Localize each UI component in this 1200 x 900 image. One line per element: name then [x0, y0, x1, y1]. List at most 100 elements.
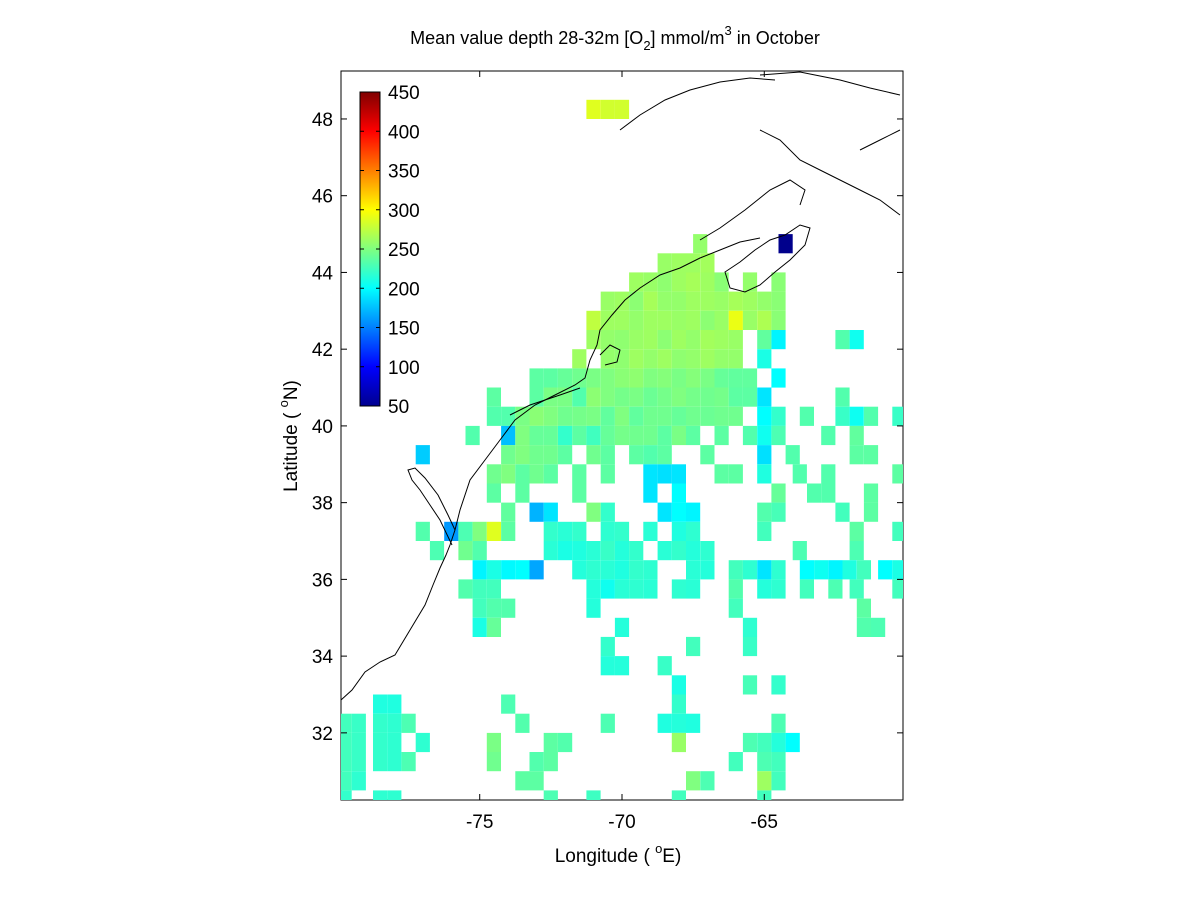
heatmap-cell	[586, 425, 601, 446]
heatmap-cell	[614, 330, 630, 350]
heatmap-cell	[458, 541, 473, 561]
heatmap-cell	[686, 406, 701, 426]
heatmap-cell	[757, 752, 772, 772]
heatmap-cell	[529, 752, 544, 772]
colorbar: 50 100 150 200 250 300 350 400 450	[359, 83, 420, 418]
heatmap-cell	[586, 368, 601, 388]
x-axis-label: Longitude ( oE)	[555, 841, 682, 867]
heatmap-cell	[387, 752, 402, 772]
heatmap-cell	[586, 560, 601, 580]
heatmap-cell	[486, 732, 501, 753]
heatmap-cell	[629, 349, 644, 369]
heatmap-cell	[572, 387, 587, 407]
heatmap-cell	[771, 752, 786, 772]
colorbar-tick-label: 450	[388, 83, 420, 104]
heatmap-cell	[700, 560, 715, 580]
heatmap-cell	[600, 330, 615, 350]
coastline-cape-cod	[599, 344, 621, 366]
heatmap-cell	[572, 425, 587, 446]
heatmap-cell	[643, 368, 658, 388]
heatmap-cell	[600, 636, 615, 657]
heatmap-cell	[515, 483, 530, 503]
heatmap-cell	[700, 272, 715, 292]
coastline	[340, 71, 901, 701]
heatmap-cell	[757, 502, 772, 522]
heatmap-cell	[742, 425, 758, 446]
heatmap-cell	[529, 425, 544, 446]
heatmap-cell	[486, 464, 501, 484]
heatmap-cell	[600, 387, 615, 407]
heatmap-cell	[629, 310, 644, 330]
heatmap-cell	[686, 310, 701, 330]
heatmap-cell	[742, 387, 758, 407]
heatmap-cell	[671, 425, 686, 446]
heatmap-cell	[472, 617, 487, 637]
heatmap-cell	[558, 368, 573, 388]
heatmap-cell	[629, 330, 644, 350]
heatmap-cell	[586, 790, 601, 800]
heatmap-cell	[629, 541, 644, 561]
heatmap-cell	[501, 425, 516, 446]
heatmap-cell	[401, 713, 416, 733]
heatmap-cell	[771, 291, 786, 311]
y-tick-label: 42	[312, 340, 333, 361]
heatmap-cell	[486, 598, 501, 618]
heatmap-cell	[657, 310, 672, 330]
heatmap-cell	[501, 502, 516, 522]
heatmap-cell	[863, 445, 879, 465]
heatmap-cell	[458, 579, 473, 599]
heatmap-cell	[771, 713, 786, 733]
coastline-new-brunswick	[699, 179, 806, 241]
heatmap-cell	[757, 521, 772, 541]
heatmap-cell	[849, 406, 864, 426]
heatmap-cell	[341, 771, 352, 791]
heatmap-cell	[643, 406, 658, 426]
heatmap-cell	[614, 368, 630, 388]
heatmap-cell	[671, 483, 686, 503]
heatmap-cell	[501, 521, 516, 541]
heatmap-cell	[757, 330, 772, 350]
heatmap-cell	[671, 502, 686, 522]
heatmap-cell	[472, 560, 487, 580]
heatmap-cell	[714, 330, 729, 350]
heatmap-cell	[849, 425, 864, 446]
heatmap-cell	[600, 560, 615, 580]
heatmap-cell	[429, 541, 445, 561]
heatmap-cell	[614, 541, 630, 561]
heatmap-cell	[643, 445, 658, 465]
heatmap-cell	[849, 541, 864, 561]
coastline-long-island	[509, 387, 581, 416]
heatmap-cell	[821, 483, 836, 503]
heatmap-cell	[657, 502, 672, 522]
heatmap-cell	[671, 464, 686, 484]
heatmap-cell	[757, 310, 772, 330]
heatmap-cell	[341, 790, 352, 800]
heatmap-cell	[629, 368, 644, 388]
coastline-chesapeake	[407, 467, 456, 546]
heatmap-cell	[515, 464, 530, 484]
heatmap-cell	[671, 387, 686, 407]
y-axis: 32 34 36 38 40 42 44 46 48	[312, 110, 903, 745]
heatmap-cell	[778, 234, 793, 254]
heatmap-cell	[643, 330, 658, 350]
heatmap-cell	[835, 387, 850, 407]
heatmap-cell	[614, 387, 630, 407]
heatmap-cell	[629, 560, 644, 580]
heatmap-cell	[671, 579, 686, 599]
heatmap-cell	[700, 445, 715, 465]
heatmap-cell	[799, 406, 814, 426]
heatmap-cell	[757, 771, 772, 791]
heatmap-cell	[757, 425, 772, 446]
heatmap-cell	[643, 310, 658, 330]
heatmap-cell	[657, 464, 672, 484]
heatmap-cell	[757, 464, 772, 484]
heatmap-cell	[835, 330, 850, 350]
y-tick-label: 34	[312, 647, 334, 668]
heatmap-cell	[742, 560, 758, 580]
heatmap-cell	[714, 349, 729, 369]
heatmap-cell	[686, 502, 701, 522]
heatmap-cell	[878, 560, 893, 580]
heatmap-cell	[728, 579, 743, 599]
heatmap-cell	[728, 310, 743, 330]
heatmap-cell	[387, 790, 402, 800]
